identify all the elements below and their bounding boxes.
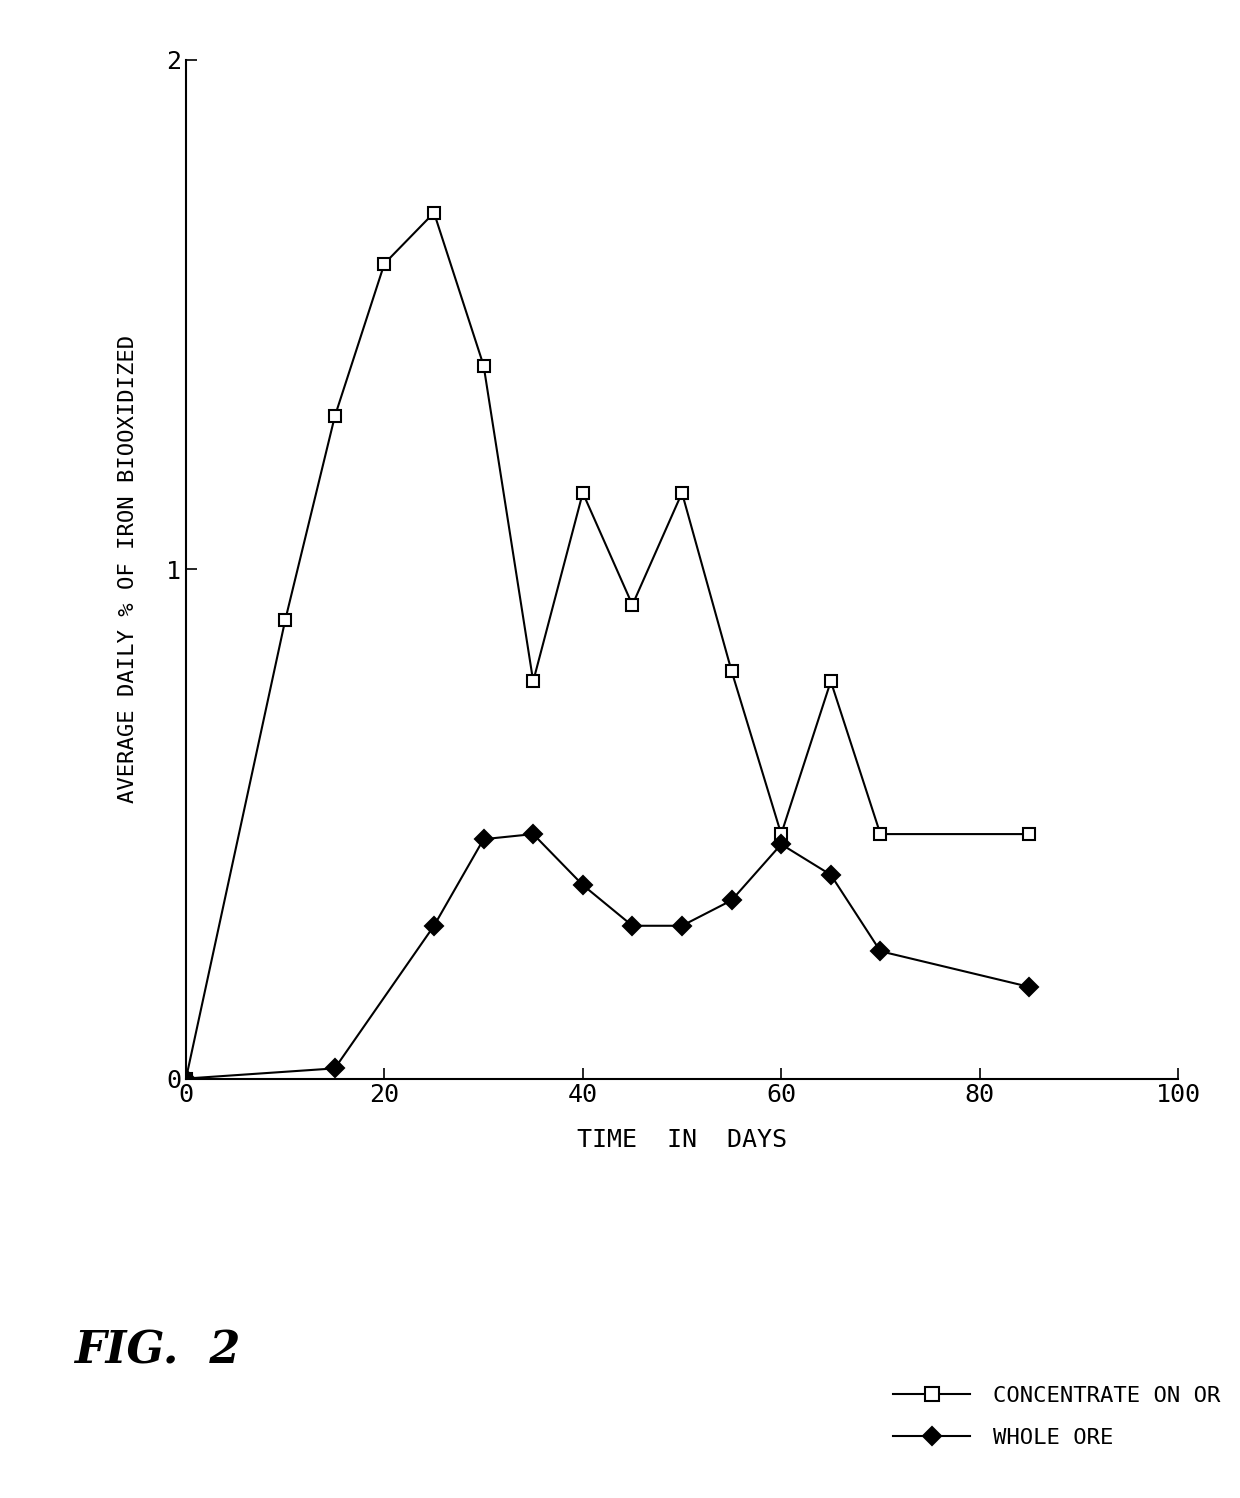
CONCENTRATE ON OR <box>427 204 441 222</box>
CONCENTRATE ON OR <box>675 484 689 502</box>
WHOLE ORE <box>724 891 739 909</box>
WHOLE ORE <box>575 876 590 894</box>
WHOLE ORE <box>625 917 640 935</box>
CONCENTRATE ON OR <box>179 1070 193 1088</box>
WHOLE ORE <box>823 866 838 884</box>
CONCENTRATE ON OR <box>625 596 640 614</box>
CONCENTRATE ON OR <box>476 357 491 374</box>
WHOLE ORE <box>327 1059 342 1077</box>
CONCENTRATE ON OR <box>526 673 541 691</box>
WHOLE ORE <box>179 1070 193 1088</box>
WHOLE ORE <box>1022 978 1037 996</box>
CONCENTRATE ON OR <box>774 825 789 843</box>
WHOLE ORE <box>427 917 441 935</box>
WHOLE ORE <box>675 917 689 935</box>
CONCENTRATE ON OR <box>377 255 392 273</box>
Legend: CONCENTRATE ON OR, WHOLE ORE: CONCENTRATE ON OR, WHOLE ORE <box>884 1377 1229 1458</box>
Line: CONCENTRATE ON OR: CONCENTRATE ON OR <box>180 207 1035 1085</box>
WHOLE ORE <box>774 836 789 854</box>
CONCENTRATE ON OR <box>327 407 342 425</box>
CONCENTRATE ON OR <box>1022 825 1037 843</box>
CONCENTRATE ON OR <box>278 611 293 629</box>
Y-axis label: AVERAGE DAILY % OF IRON BIOOXIDIZED: AVERAGE DAILY % OF IRON BIOOXIDIZED <box>118 336 139 803</box>
Line: WHOLE ORE: WHOLE ORE <box>180 828 1035 1085</box>
X-axis label: TIME  IN  DAYS: TIME IN DAYS <box>577 1128 787 1152</box>
CONCENTRATE ON OR <box>873 825 888 843</box>
CONCENTRATE ON OR <box>823 673 838 691</box>
WHOLE ORE <box>873 942 888 960</box>
WHOLE ORE <box>476 830 491 848</box>
CONCENTRATE ON OR <box>724 662 739 680</box>
Text: FIG.  2: FIG. 2 <box>74 1329 241 1372</box>
WHOLE ORE <box>526 825 541 843</box>
CONCENTRATE ON OR <box>575 484 590 502</box>
